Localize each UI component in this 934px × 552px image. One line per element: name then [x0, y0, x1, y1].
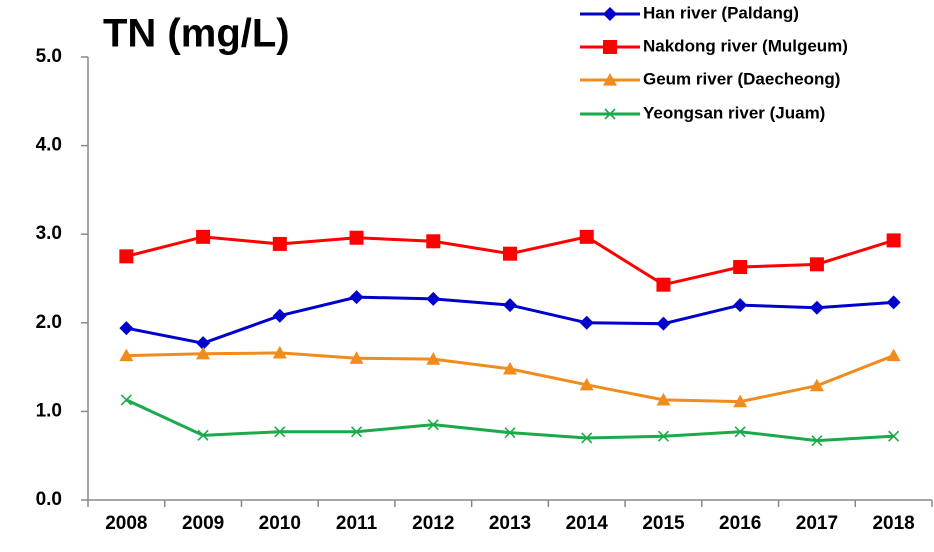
marker	[886, 295, 901, 310]
marker	[733, 259, 748, 274]
marker	[657, 430, 670, 442]
legend-label: Han river (Paldang)	[643, 3, 799, 22]
marker	[809, 378, 824, 392]
marker	[579, 229, 594, 244]
x-tick-label: 2009	[182, 513, 224, 534]
marker	[503, 246, 517, 261]
x-tick-label: 2015	[642, 513, 685, 534]
marker	[733, 298, 748, 313]
marker	[603, 7, 617, 21]
y-tick-label: 1.0	[36, 400, 62, 421]
marker	[503, 361, 517, 375]
series-line	[125, 235, 895, 287]
marker	[581, 432, 593, 444]
x-tick-label: 2014	[566, 513, 609, 534]
marker	[809, 300, 824, 315]
marker	[734, 426, 746, 438]
marker	[119, 249, 134, 264]
y-tick-label: 2.0	[36, 312, 62, 333]
marker	[426, 234, 441, 249]
marker	[579, 315, 594, 330]
chart-title: TN (mg/L)	[103, 12, 290, 56]
marker	[197, 429, 209, 441]
marker	[503, 298, 517, 313]
marker	[349, 351, 364, 364]
marker	[272, 308, 287, 323]
marker	[809, 257, 824, 272]
marker	[656, 392, 671, 406]
marker	[196, 229, 211, 244]
marker	[888, 430, 900, 442]
marker	[603, 40, 617, 54]
marker	[656, 277, 671, 292]
marker	[579, 377, 594, 391]
marker	[886, 233, 901, 248]
marker	[427, 419, 439, 431]
marker	[120, 394, 132, 406]
x-tick-label: 2018	[872, 513, 914, 534]
marker	[349, 230, 364, 245]
marker	[886, 348, 901, 362]
legend-label: Geum river (Daecheong)	[643, 69, 840, 88]
x-tick-label: 2012	[412, 513, 454, 534]
marker	[656, 316, 671, 331]
x-tick-label: 2010	[259, 513, 301, 534]
x-tick-label: 2017	[796, 513, 838, 534]
marker	[196, 336, 211, 351]
series-line	[125, 398, 894, 443]
marker	[426, 352, 441, 365]
legend-label: Nakdong river (Mulgeum)	[643, 36, 848, 55]
y-tick-label: 3.0	[36, 223, 62, 244]
marker	[426, 291, 441, 306]
marker	[119, 348, 134, 362]
marker	[274, 426, 286, 438]
x-tick-label: 2011	[336, 513, 378, 534]
series-line	[126, 351, 895, 404]
marker	[811, 435, 823, 447]
marker	[119, 321, 134, 336]
marker	[349, 290, 364, 305]
y-tick-label: 5.0	[36, 46, 62, 67]
marker	[733, 394, 748, 408]
y-tick-label: 4.0	[36, 135, 62, 156]
marker	[350, 426, 363, 438]
marker	[272, 345, 287, 359]
marker	[604, 108, 616, 120]
legend-label: Yeongsan river (Juam)	[643, 103, 825, 122]
x-tick-label: 2016	[719, 513, 761, 534]
x-tick-label: 2008	[105, 513, 147, 534]
x-tick-label: 2013	[489, 513, 531, 534]
marker	[272, 236, 287, 251]
marker	[504, 427, 516, 439]
marker	[196, 346, 211, 360]
marker	[603, 73, 617, 86]
y-tick-label: 0.0	[36, 489, 62, 510]
